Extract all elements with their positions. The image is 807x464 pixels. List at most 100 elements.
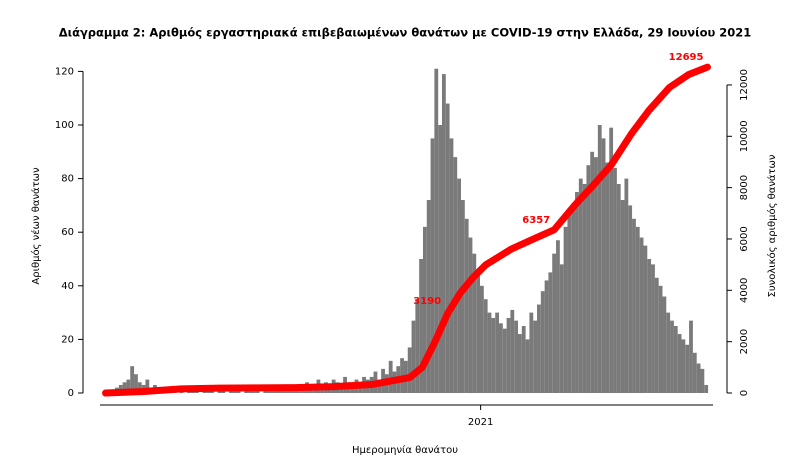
bar: [639, 237, 644, 393]
bar: [457, 178, 461, 393]
bar: [327, 387, 332, 393]
bar: [704, 384, 709, 393]
bar: [122, 382, 127, 393]
bar: [137, 382, 142, 393]
y2-tick-label: 2000: [739, 329, 750, 354]
bar: [586, 165, 591, 393]
bar: [651, 264, 655, 393]
bar: [571, 205, 576, 393]
bar: [620, 200, 625, 393]
bar: [495, 312, 500, 393]
bar: [282, 390, 287, 393]
bar: [529, 312, 534, 393]
y-tick-label: 80: [61, 174, 74, 185]
bar: [232, 390, 237, 393]
bar: [628, 205, 633, 393]
bar: [438, 125, 442, 393]
bar: [130, 366, 135, 393]
bar: [556, 240, 560, 393]
y-tick-label: 0: [68, 388, 74, 399]
bar: [434, 68, 439, 393]
y-tick-label: 60: [61, 227, 74, 238]
chart-title: Διάγραμμα 2: Αριθμός εργαστηριακά επιβεβ…: [59, 26, 752, 40]
bar: [464, 218, 469, 393]
bar: [677, 334, 682, 393]
annotation: 3190: [413, 296, 441, 307]
y2-tick-label: 6000: [739, 226, 750, 251]
bar: [422, 226, 427, 393]
bar: [134, 374, 138, 393]
y-tick-label: 40: [61, 281, 74, 292]
bar: [521, 326, 526, 393]
bar: [419, 259, 423, 393]
bar: [426, 200, 431, 393]
bar: [270, 390, 275, 393]
annotation: 6357: [522, 215, 550, 226]
bar: [472, 253, 477, 393]
bar: [673, 326, 678, 393]
bar: [590, 151, 595, 393]
bar: [221, 390, 226, 393]
bar: [126, 379, 131, 393]
y-axis-label: Αριθμός νέων θανάτων: [30, 167, 42, 285]
y2-tick-label: 10000: [739, 120, 750, 152]
bar: [286, 390, 290, 393]
bar: [263, 390, 268, 393]
bar: [658, 285, 663, 393]
y-tick-label: 120: [55, 66, 74, 77]
bar: [407, 347, 412, 393]
bar: [514, 320, 519, 393]
y2-axis-label: Συνολικός αριθμός θανάτων: [766, 154, 778, 297]
bar: [632, 218, 636, 393]
bar: [624, 178, 629, 393]
bar: [236, 390, 241, 393]
bar: [510, 309, 515, 393]
cumulative-line: [102, 63, 711, 397]
bar: [251, 390, 256, 393]
bar: [616, 183, 621, 393]
y2-tick-label: 0: [739, 390, 750, 396]
bar: [643, 245, 648, 393]
bar: [594, 157, 598, 393]
bar: [506, 317, 511, 393]
bar: [635, 226, 640, 393]
y-tick-label: 100: [55, 120, 74, 131]
bar: [499, 323, 503, 393]
bar: [540, 291, 545, 393]
bar: [578, 178, 583, 393]
bar: [217, 390, 222, 393]
bar: [537, 304, 541, 393]
bar: [468, 237, 473, 393]
bar: [666, 312, 671, 393]
x-tick-label: 2021: [468, 417, 493, 428]
bar: [502, 328, 507, 393]
bar: [244, 390, 249, 393]
bar: [453, 157, 458, 393]
bar: [483, 299, 488, 393]
bar: [274, 390, 279, 393]
bar: [696, 363, 701, 393]
bar: [430, 138, 435, 393]
bar: [605, 162, 610, 393]
bar: [487, 312, 492, 393]
bar: [689, 320, 693, 393]
bar: [544, 280, 549, 393]
bar: [533, 320, 538, 393]
bar: [145, 379, 150, 393]
bar: [479, 285, 484, 393]
bar: [601, 138, 606, 393]
bar: [559, 264, 564, 393]
bar: [654, 277, 659, 393]
bar: [548, 272, 553, 393]
bar: [563, 226, 568, 393]
x-axis-label: Ημερομηνία θανάτου: [352, 444, 458, 456]
bar: [609, 127, 614, 394]
bar: [388, 360, 393, 393]
bar: [567, 213, 572, 393]
bar: [685, 344, 690, 393]
y2-tick-label: 4000: [739, 278, 750, 303]
bar: [518, 334, 522, 393]
bar: [681, 339, 686, 393]
bar: [647, 259, 652, 393]
bar: [552, 253, 557, 393]
